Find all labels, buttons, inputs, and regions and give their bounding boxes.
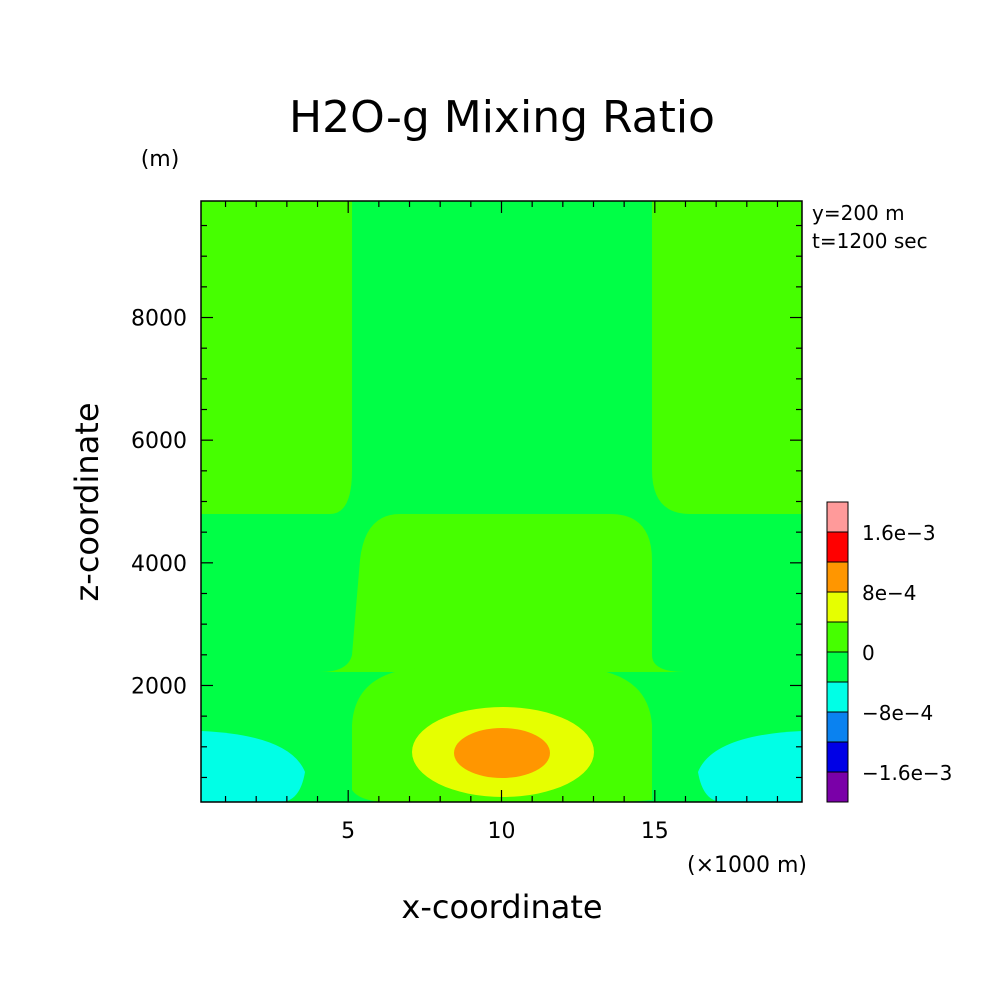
y-tick-label: 2000	[131, 674, 187, 699]
y-axis-label: z-coordinate	[68, 402, 106, 601]
chart-title: H2O-g Mixing Ratio	[289, 92, 715, 143]
colorbar-swatch	[826, 711, 849, 743]
colorbar-swatch	[826, 531, 849, 563]
field-region-central-plume	[201, 201, 802, 672]
colorbar-swatch	[826, 561, 849, 593]
annotation-y: y=200 m	[812, 201, 905, 225]
y-tick-label: 8000	[131, 307, 187, 332]
colorbar-label: −8e−4	[862, 701, 933, 725]
field-region-lobe-left	[201, 731, 305, 802]
colorbar-swatch	[826, 591, 849, 623]
x-axis-unit: (×1000 m)	[687, 853, 807, 878]
field-region-core	[454, 728, 550, 778]
field-region-upper-right	[652, 201, 802, 514]
field-region-upper-middle	[201, 201, 352, 514]
x-axis-label: x-coordinate	[401, 888, 602, 926]
colorbar: −1.6e−3 −8e−4 0 8e−4 1.6e−3	[826, 501, 952, 803]
colorbar-swatch	[826, 771, 849, 803]
x-tick-label: 15	[641, 819, 669, 844]
colorbar-label: 8e−4	[862, 581, 917, 605]
colorbar-swatch	[826, 741, 849, 773]
colorbar-swatch	[826, 681, 849, 713]
y-tick-label: 6000	[131, 429, 187, 454]
colorbar-swatch	[826, 501, 849, 533]
x-tick-label: 10	[488, 819, 516, 844]
x-tick-label: 5	[341, 819, 355, 844]
plot-area	[201, 201, 802, 802]
colorbar-label: −1.6e−3	[862, 761, 952, 785]
y-tick-label: 4000	[131, 552, 187, 577]
y-axis-ticks: 2000 4000 6000 8000	[131, 224, 802, 779]
field-region-middle-band	[365, 514, 645, 668]
colorbar-label: 1.6e−3	[862, 521, 936, 545]
colorbar-swatch	[826, 621, 849, 653]
field-region-lobe-right	[698, 731, 802, 802]
x-axis-ticks: 5 10 15	[224, 201, 779, 844]
colorbar-swatch	[826, 651, 849, 683]
colorbar-label: 0	[862, 641, 875, 665]
annotation-t: t=1200 sec	[812, 229, 928, 253]
y-axis-unit: (m)	[141, 147, 180, 172]
